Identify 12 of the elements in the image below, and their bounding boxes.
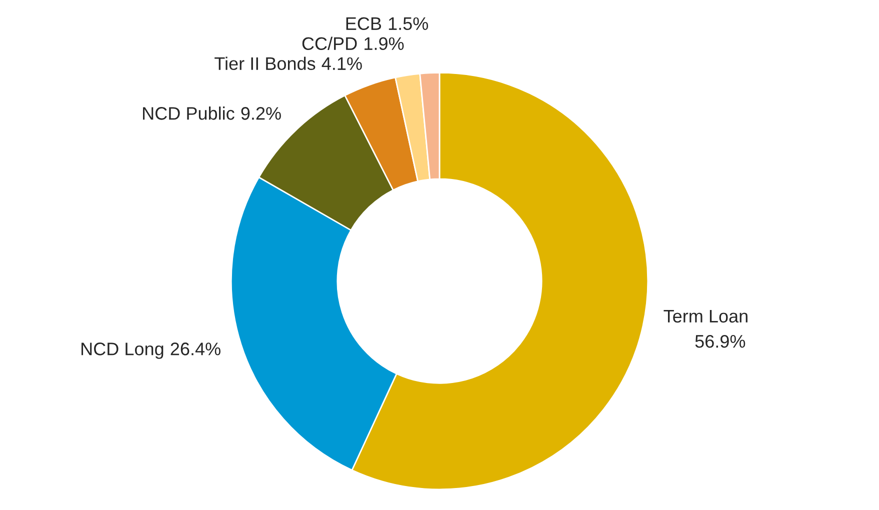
slice-label: NCD Long bbox=[82, 342, 164, 359]
slice-label: Tier II Bonds bbox=[214, 56, 316, 70]
data-label: 1.9% bbox=[364, 37, 404, 50]
slice-label: Term Loan bbox=[664, 310, 748, 323]
slice-label: ECB bbox=[346, 17, 382, 30]
data-label: 9.2% bbox=[241, 107, 281, 120]
data-label: 1.5% bbox=[388, 17, 428, 30]
slice-label: CC/PD bbox=[302, 36, 357, 50]
data-label: 26.4% bbox=[170, 342, 220, 356]
data-label: 4.1% bbox=[322, 57, 362, 70]
slice-label: NCD Public bbox=[143, 106, 234, 120]
data-label: 56.9% bbox=[695, 334, 746, 348]
